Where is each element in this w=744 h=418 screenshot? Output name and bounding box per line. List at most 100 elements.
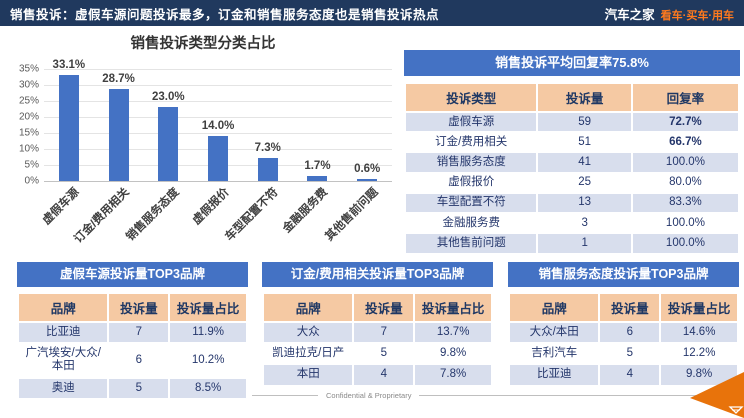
header-bar: 销售投诉：虚假车源问题投诉最多，订金和销售服务态度也是销售投诉热点 汽车之家 看… [0, 0, 744, 26]
chart-gridline [44, 181, 392, 182]
top3-table: 品牌 投诉量 投诉量占比 大众 7 13.7% 凯迪拉克/日产 5 9.8% 本田 4 7.8% [262, 292, 493, 387]
bar [108, 89, 129, 181]
table-cell: 66.7% [632, 133, 738, 152]
table-cell: 7 [354, 323, 414, 343]
table-header-row: 品牌 投诉量 投诉量占比 [264, 294, 491, 321]
table-row: 比亚迪 7 11.9% [19, 323, 246, 343]
column-header: 回复率 [632, 84, 738, 111]
top3-panel-service-attitude: 销售服务态度投诉量TOP3品牌 品牌 投诉量 投诉量占比 大众/本田 6 14.6% 吉利汽… [508, 262, 739, 387]
bar [357, 179, 378, 181]
y-axis-tick: 35% [18, 63, 39, 75]
table-cell: 比亚迪 [19, 323, 108, 343]
footer-rule-left [252, 395, 318, 396]
top3-panel-deposit-fee: 订金/费用相关投诉量TOP3品牌 品牌 投诉量 投诉量占比 大众 7 13.7% 凯迪拉克/… [262, 262, 493, 387]
table-cell: 5 [354, 344, 414, 364]
table-header-row: 品牌 投诉量 投诉量占比 [510, 294, 737, 321]
table-cell: 3 [538, 214, 631, 233]
bar [257, 157, 278, 181]
top3-table: 品牌 投诉量 投诉量占比 大众/本田 6 14.6% 吉利汽车 5 12.2% 比亚迪 4 9.8% [508, 292, 739, 387]
table-row: 凯迪拉克/日产 5 9.8% [264, 344, 491, 364]
table-cell: 9.8% [661, 365, 737, 385]
table-cell: 4 [600, 365, 660, 385]
corner-arrow-icon [690, 372, 744, 418]
bar-column: 28.7% [94, 69, 144, 181]
page-title: 销售投诉：虚假车源问题投诉最多，订金和销售服务态度也是销售投诉热点 [10, 7, 440, 22]
bar [307, 175, 328, 181]
x-axis-label: 虚假报价 [190, 186, 232, 228]
bar-value-label: 0.6% [354, 163, 381, 175]
table-row: 金融服务费 3 100.0% [406, 214, 738, 233]
table-cell: 14.6% [661, 323, 737, 343]
table-cell: 25 [538, 173, 631, 192]
complaint-type-chart: 销售投诉类型分类占比 0% 5% 10% 15% 20% 25% 30% 35% 33.1% 28… [6, 30, 400, 260]
bar [208, 136, 229, 181]
table-row: 本田 4 7.8% [264, 365, 491, 385]
table-cell: 83.3% [632, 193, 738, 213]
table-row: 虚假报价 25 80.0% [406, 173, 738, 192]
autohome-logo: 汽车之家 看车·买车·用车 [605, 4, 734, 23]
table-cell: 虚假车源 [406, 113, 537, 132]
table-cell: 比亚迪 [510, 365, 599, 385]
top3-title: 虚假车源投诉量TOP3品牌 [17, 262, 248, 287]
table-cell: 12.2% [661, 344, 737, 364]
footer-text: Confidential & Proprietary [326, 391, 412, 400]
table-cell: 金融服务费 [406, 214, 537, 233]
reply-rate-title: 销售投诉平均回复率75.8% [404, 50, 740, 76]
table-cell: 5 [109, 378, 169, 398]
bar [58, 75, 79, 181]
y-axis-tick: 20% [18, 111, 39, 123]
table-row: 虚假车源 59 72.7% [406, 113, 738, 132]
table-cell: 6 [600, 323, 660, 343]
table-cell: 车型配置不符 [406, 193, 537, 213]
bar-value-label: 33.1% [52, 59, 86, 72]
table-cell: 41 [538, 153, 631, 172]
y-axis-tick: 0% [24, 175, 39, 187]
table-cell: 奥迪 [19, 378, 108, 398]
table-cell: 销售服务态度 [406, 153, 537, 172]
table-row: 吉利汽车 5 12.2% [510, 344, 737, 364]
table-cell: 5 [600, 344, 660, 364]
y-axis-tick: 5% [24, 159, 39, 171]
table-row: 广汽埃安/大众/本田 6 10.2% [19, 344, 246, 377]
chart-gridline [44, 117, 392, 118]
table-header-row: 品牌 投诉量 投诉量占比 [19, 294, 246, 321]
chart-gridline [44, 85, 392, 86]
table-cell: 8.5% [170, 378, 246, 398]
top3-panel-fake-source: 虚假车源投诉量TOP3品牌 品牌 投诉量 投诉量占比 比亚迪 7 11.9% 广汽埃安/大众… [17, 262, 248, 400]
table-cell: 13.7% [415, 323, 491, 343]
table-cell: 其他售前问题 [406, 234, 537, 253]
chart-bars: 33.1% 28.7% 23.0% 14.0% 7.3% 1.7% 0.6% [44, 59, 392, 181]
table-cell: 13 [538, 193, 631, 213]
table-header-row: 投诉类型 投诉量 回复率 [406, 84, 738, 111]
bar [158, 107, 179, 181]
chart-gridline [44, 101, 392, 102]
y-axis-tick: 25% [18, 95, 39, 107]
table-cell: 1 [538, 234, 631, 253]
bar-value-label: 28.7% [102, 73, 135, 86]
table-cell: 大众/本田 [510, 323, 599, 343]
column-header: 投诉量占比 [661, 294, 737, 321]
bar-column: 23.0% [143, 69, 193, 181]
table-cell: 80.0% [632, 173, 738, 192]
column-header: 投诉类型 [406, 84, 537, 111]
table-cell: 59 [538, 113, 631, 132]
bar-column: 14.0% [193, 69, 243, 181]
x-axis-label: 金融服务费 [281, 186, 331, 236]
chart-gridline [44, 69, 392, 70]
table-cell: 51 [538, 133, 631, 152]
table-cell: 100.0% [632, 214, 738, 233]
reply-rate-panel: 销售投诉平均回复率75.8% 投诉类型 投诉量 回复率虚假车源 59 72.7% 订金/费… [404, 50, 740, 255]
table-cell: 虚假报价 [406, 173, 537, 192]
table-row: 订金/费用相关 51 66.7% [406, 133, 738, 152]
logo-tagline: 看车·买车·用车 [660, 9, 734, 22]
table-row: 其他售前问题 1 100.0% [406, 234, 738, 253]
table-cell: 6 [109, 344, 169, 377]
table-row: 大众 7 13.7% [264, 323, 491, 343]
top3-table: 品牌 投诉量 投诉量占比 比亚迪 7 11.9% 广汽埃安/大众/本田 6 10.2% 奥迪 5 8.… [17, 292, 248, 400]
table-cell: 广汽埃安/大众/本田 [19, 344, 108, 377]
chart-plot: 0% 5% 10% 15% 20% 25% 30% 35% 33.1% 28.7% 23.0% 14.… [19, 59, 392, 187]
table-row: 大众/本田 6 14.6% [510, 323, 737, 343]
column-header: 品牌 [510, 294, 599, 321]
top3-title: 销售服务态度投诉量TOP3品牌 [508, 262, 739, 287]
table-cell: 7 [109, 323, 169, 343]
